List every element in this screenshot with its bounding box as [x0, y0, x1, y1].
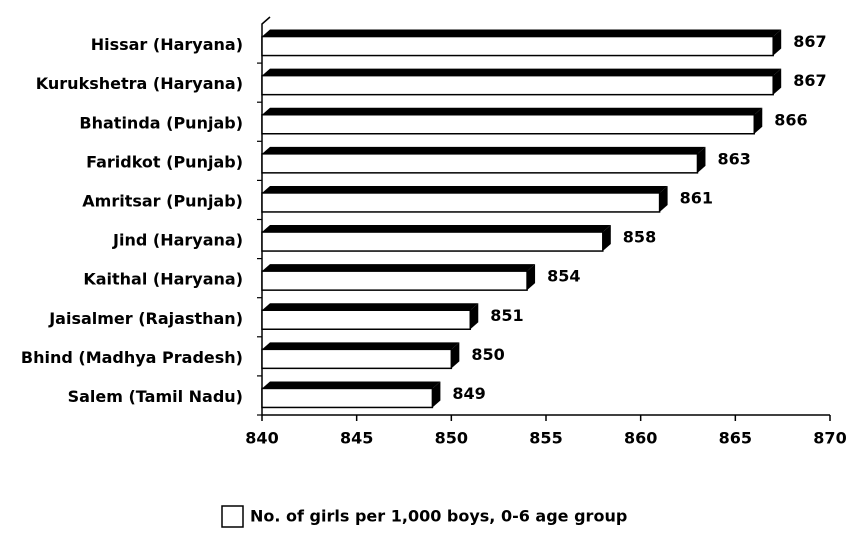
bar	[261, 185, 668, 213]
value-label: 849	[452, 384, 485, 403]
value-label: 858	[623, 228, 656, 247]
y-tick-label: Faridkot (Punjab)	[86, 152, 243, 171]
bar	[261, 146, 706, 174]
bar	[261, 264, 536, 291]
bar	[261, 107, 763, 135]
value-label: 851	[490, 306, 523, 325]
bar	[261, 381, 441, 409]
x-tick-label: 865	[719, 429, 752, 448]
y-tick-label: Kaithal (Haryana)	[83, 270, 243, 289]
y-tick-label: Amritsar (Punjab)	[82, 191, 243, 210]
y-tick-label: Salem (Tamil Nadu)	[68, 387, 243, 406]
value-label: 861	[680, 188, 713, 207]
value-label: 866	[774, 110, 807, 129]
bar	[261, 68, 782, 96]
x-tick-label: 845	[340, 429, 373, 448]
value-label: 867	[793, 71, 826, 90]
bar	[261, 225, 611, 252]
y-tick-label: Jaisalmer (Rajasthan)	[48, 309, 243, 328]
x-tick-label: 860	[624, 429, 657, 448]
value-label: 850	[471, 345, 504, 364]
value-label: 867	[793, 32, 826, 51]
x-tick-label: 870	[813, 429, 846, 448]
legend-label: No. of girls per 1,000 boys, 0-6 age gro…	[250, 507, 627, 526]
y-tick-label: Bhind (Madhya Pradesh)	[21, 348, 243, 367]
bar	[261, 29, 782, 57]
bar	[261, 342, 460, 370]
value-label: 854	[547, 267, 580, 286]
value-label: 863	[717, 149, 750, 168]
y-tick-label: Kurukshetra (Haryana)	[36, 74, 243, 93]
bar	[261, 303, 479, 330]
x-tick-label: 850	[435, 429, 468, 448]
x-tick-label: 840	[245, 429, 278, 448]
x-tick-label: 855	[529, 429, 562, 448]
legend-swatch	[221, 505, 244, 528]
y-tick-label: Bhatinda (Punjab)	[79, 113, 243, 132]
y-tick-label: Hissar (Haryana)	[91, 35, 243, 54]
y-tick-label: Jind (Haryana)	[112, 231, 243, 250]
